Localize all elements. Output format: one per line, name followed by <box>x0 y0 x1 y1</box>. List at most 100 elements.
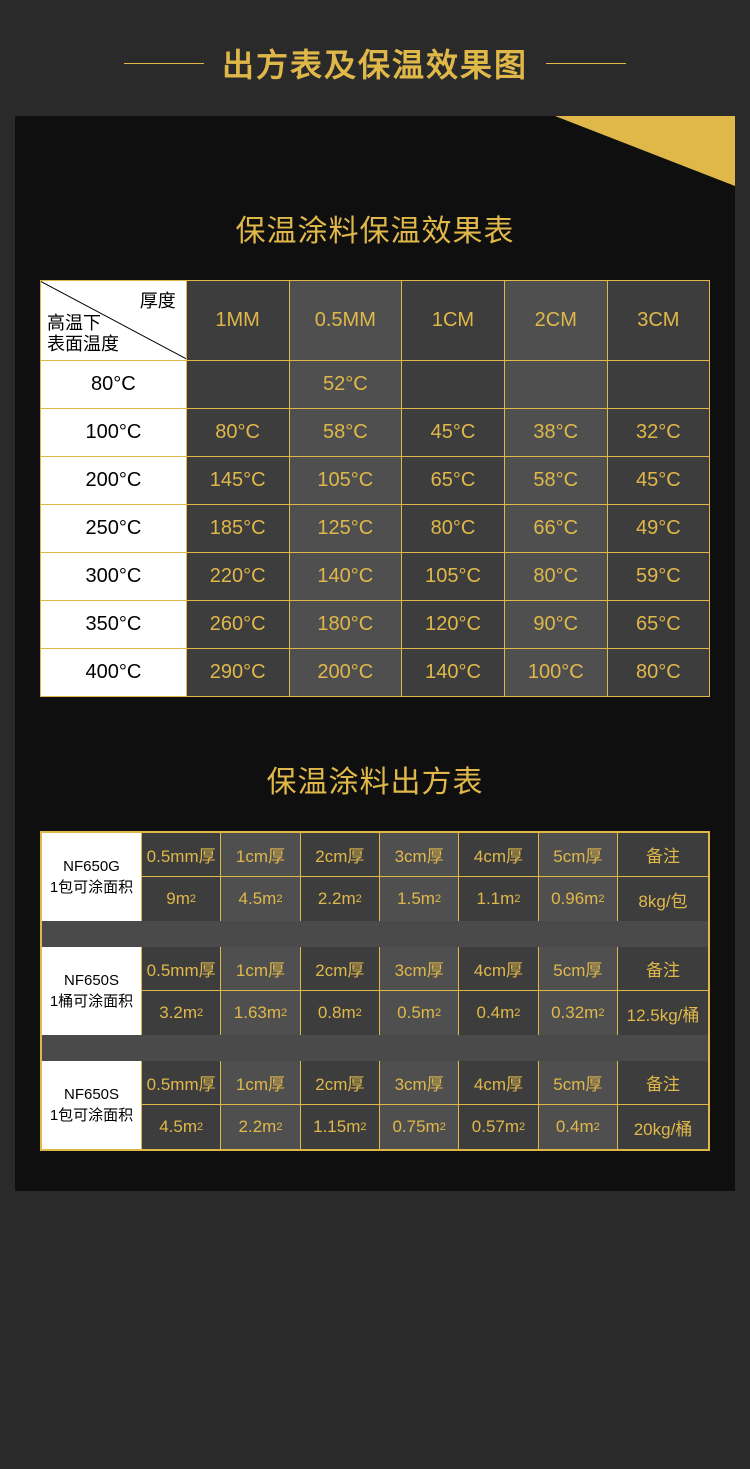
insulation-effect-table: 厚度 高温下 表面温度 1MM 0.5MM 1CM 2CM 3CM 80°C52… <box>40 280 710 697</box>
data-cell: 140°C <box>402 649 505 697</box>
page-title: 出方表及保温效果图 <box>222 40 528 86</box>
coverage-value: 12.5kg/桶 <box>618 991 708 1035</box>
col-header: 2CM <box>504 281 607 361</box>
row-label: 100°C <box>41 409 187 457</box>
thickness-header: 1cm厚 <box>221 833 300 877</box>
coverage-value: 0.32m2 <box>539 991 618 1035</box>
thickness-header: 0.5mm厚 <box>142 1061 221 1105</box>
coverage-value: 4.5m2 <box>221 877 300 921</box>
coverage-value: 9m2 <box>142 877 221 921</box>
data-cell <box>402 361 505 409</box>
table-row: 200°C145°C105°C65°C58°C45°C <box>41 457 710 505</box>
col-header: 1CM <box>402 281 505 361</box>
product-label-cell: NF650S1桶可涂面积 <box>42 947 142 1035</box>
coverage-block: NF650S1桶可涂面积0.5mm厚1cm厚2cm厚3cm厚4cm厚5cm厚备注… <box>42 947 708 1035</box>
data-cell: 290°C <box>186 649 289 697</box>
col-header: 3CM <box>607 281 709 361</box>
coverage-grid: 0.5mm厚1cm厚2cm厚3cm厚4cm厚5cm厚备注3.2m21.63m20… <box>142 947 708 1035</box>
thickness-header: 3cm厚 <box>380 833 459 877</box>
coverage-value: 4.5m2 <box>142 1105 221 1149</box>
table1-corner-cell: 厚度 高温下 表面温度 <box>41 281 187 361</box>
data-cell: 180°C <box>289 601 402 649</box>
coverage-value: 1.63m2 <box>221 991 300 1035</box>
thickness-header: 3cm厚 <box>380 947 459 991</box>
corner-label-top: 厚度 <box>140 287 176 313</box>
coverage-value-row: 9m24.5m22.2m21.5m21.1m20.96m28kg/包 <box>142 877 708 921</box>
coverage-grid: 0.5mm厚1cm厚2cm厚3cm厚4cm厚5cm厚备注9m24.5m22.2m… <box>142 833 708 921</box>
col-header: 1MM <box>186 281 289 361</box>
thickness-header: 2cm厚 <box>301 947 380 991</box>
coverage-value-row: 3.2m21.63m20.8m20.5m20.4m20.32m212.5kg/桶 <box>142 991 708 1035</box>
coverage-value: 2.2m2 <box>301 877 380 921</box>
coverage-value: 1.1m2 <box>459 877 538 921</box>
row-label: 200°C <box>41 457 187 505</box>
row-label: 400°C <box>41 649 187 697</box>
product-desc: 1包可涂面积 <box>50 877 133 898</box>
row-label: 250°C <box>41 505 187 553</box>
data-cell <box>186 361 289 409</box>
table-row: 350°C260°C180°C120°C90°C65°C <box>41 601 710 649</box>
data-cell: 145°C <box>186 457 289 505</box>
coverage-value: 1.15m2 <box>301 1105 380 1149</box>
thickness-header: 5cm厚 <box>539 947 618 991</box>
thickness-header-row: 0.5mm厚1cm厚2cm厚3cm厚4cm厚5cm厚备注 <box>142 1061 708 1105</box>
thickness-header: 1cm厚 <box>221 1061 300 1105</box>
table-row: 400°C290°C200°C140°C100°C80°C <box>41 649 710 697</box>
thickness-header: 4cm厚 <box>459 833 538 877</box>
row-label: 80°C <box>41 361 187 409</box>
coverage-value: 0.4m2 <box>459 991 538 1035</box>
thickness-header: 1cm厚 <box>221 947 300 991</box>
thickness-header: 备注 <box>618 833 708 877</box>
coverage-value: 1.5m2 <box>380 877 459 921</box>
thickness-header-row: 0.5mm厚1cm厚2cm厚3cm厚4cm厚5cm厚备注 <box>142 947 708 991</box>
data-cell: 66°C <box>504 505 607 553</box>
data-cell: 200°C <box>289 649 402 697</box>
product-code: NF650G <box>63 856 120 877</box>
data-cell: 220°C <box>186 553 289 601</box>
thickness-header: 2cm厚 <box>301 833 380 877</box>
row-label: 300°C <box>41 553 187 601</box>
title-line-left <box>124 63 204 64</box>
data-cell: 80°C <box>607 649 709 697</box>
coverage-value: 0.5m2 <box>380 991 459 1035</box>
coverage-value: 2.2m2 <box>221 1105 300 1149</box>
corner-bot-l2: 表面温度 <box>47 334 119 354</box>
data-cell: 59°C <box>607 553 709 601</box>
data-cell: 125°C <box>289 505 402 553</box>
data-cell: 80°C <box>186 409 289 457</box>
table-row: 100°C80°C58°C45°C38°C32°C <box>41 409 710 457</box>
corner-label-bottom: 高温下 表面温度 <box>47 313 119 356</box>
data-cell: 80°C <box>402 505 505 553</box>
product-code: NF650S <box>64 1084 119 1105</box>
thickness-header: 0.5mm厚 <box>142 833 221 877</box>
product-code: NF650S <box>64 970 119 991</box>
data-cell: 38°C <box>504 409 607 457</box>
coverage-value: 20kg/桶 <box>618 1105 708 1149</box>
data-cell: 90°C <box>504 601 607 649</box>
block-spacer <box>42 921 708 947</box>
thickness-header: 0.5mm厚 <box>142 947 221 991</box>
data-cell <box>504 361 607 409</box>
coverage-value-row: 4.5m22.2m21.15m20.75m20.57m20.4m220kg/桶 <box>142 1105 708 1149</box>
data-cell: 105°C <box>289 457 402 505</box>
data-cell: 45°C <box>402 409 505 457</box>
thickness-header: 备注 <box>618 1061 708 1105</box>
table-row: 300°C220°C140°C105°C80°C59°C <box>41 553 710 601</box>
data-cell: 185°C <box>186 505 289 553</box>
coverage-block: NF650G1包可涂面积 0.5mm厚1cm厚2cm厚3cm厚4cm厚5cm厚备注… <box>42 833 708 921</box>
thickness-header: 3cm厚 <box>380 1061 459 1105</box>
coverage-value: 0.8m2 <box>301 991 380 1035</box>
thickness-header: 4cm厚 <box>459 947 538 991</box>
data-cell: 45°C <box>607 457 709 505</box>
row-label: 350°C <box>41 601 187 649</box>
data-cell: 120°C <box>402 601 505 649</box>
coverage-value: 0.75m2 <box>380 1105 459 1149</box>
thickness-header-row: 0.5mm厚1cm厚2cm厚3cm厚4cm厚5cm厚备注 <box>142 833 708 877</box>
data-cell: 65°C <box>607 601 709 649</box>
coverage-value: 0.96m2 <box>539 877 618 921</box>
data-cell: 100°C <box>504 649 607 697</box>
data-cell: 260°C <box>186 601 289 649</box>
block-spacer <box>42 1035 708 1061</box>
data-cell <box>607 361 709 409</box>
corner-bot-l1: 高温下 <box>47 313 101 333</box>
